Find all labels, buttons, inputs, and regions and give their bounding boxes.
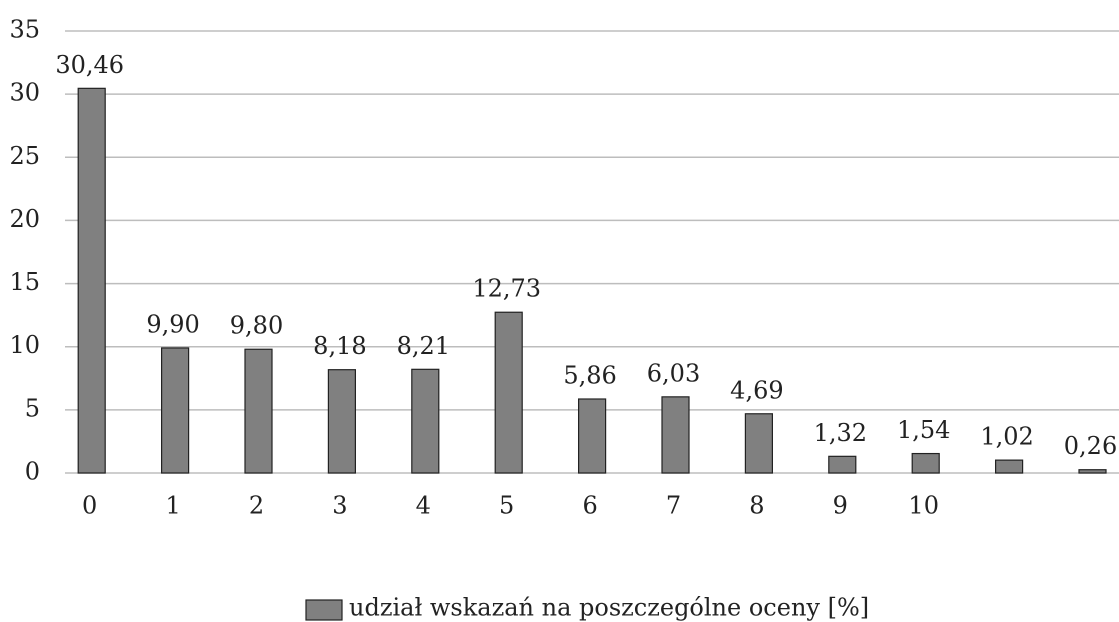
bar bbox=[828, 455, 857, 474]
data-label: 1,54 bbox=[897, 416, 950, 444]
data-label: 30,46 bbox=[55, 51, 124, 79]
data-label: 4,69 bbox=[730, 376, 783, 404]
x-tick-label: 9 bbox=[833, 492, 848, 520]
data-label: 12,73 bbox=[472, 275, 541, 303]
bar bbox=[77, 87, 106, 474]
data-label: 9,80 bbox=[230, 312, 283, 340]
x-tick-label: 0 bbox=[82, 492, 97, 520]
bar bbox=[744, 413, 774, 474]
data-label: 8,21 bbox=[397, 332, 450, 360]
y-tick-label: 30 bbox=[9, 79, 40, 107]
y-tick-label: 25 bbox=[9, 142, 40, 170]
data-label: 8,18 bbox=[313, 332, 366, 360]
x-tick-label: 5 bbox=[499, 492, 514, 520]
y-tick-label: 10 bbox=[9, 331, 40, 359]
bar bbox=[161, 347, 190, 474]
data-label: 0,26 bbox=[1064, 432, 1117, 460]
x-tick-label: 10 bbox=[908, 492, 939, 520]
x-tick-label: 7 bbox=[666, 492, 681, 520]
bar bbox=[1078, 469, 1107, 474]
bar bbox=[911, 452, 940, 474]
data-label: 9,90 bbox=[146, 310, 199, 338]
y-tick-label: 20 bbox=[9, 205, 40, 233]
data-label: 5,86 bbox=[563, 361, 616, 389]
bar bbox=[494, 311, 523, 474]
x-tick-label: 8 bbox=[749, 492, 764, 520]
bar bbox=[661, 396, 690, 474]
x-tick-label: 4 bbox=[416, 492, 431, 520]
bar bbox=[327, 369, 356, 474]
data-label: 1,02 bbox=[980, 423, 1033, 451]
y-tick-label: 0 bbox=[25, 458, 40, 486]
y-tick-label: 35 bbox=[9, 16, 40, 44]
data-label: 1,32 bbox=[814, 419, 867, 447]
bar bbox=[994, 459, 1024, 474]
x-tick-label: 6 bbox=[582, 492, 597, 520]
data-label: 6,03 bbox=[647, 359, 700, 387]
legend-label: udział wskazań na poszczególne oceny [%] bbox=[349, 594, 869, 622]
bar bbox=[244, 348, 273, 474]
y-tick-label: 15 bbox=[9, 268, 40, 296]
legend-swatch bbox=[305, 599, 343, 621]
bar bbox=[577, 398, 607, 474]
y-tick-label: 5 bbox=[25, 394, 40, 422]
x-tick-label: 3 bbox=[332, 492, 347, 520]
x-tick-label: 1 bbox=[165, 492, 180, 520]
x-tick-label: 2 bbox=[249, 492, 264, 520]
bar bbox=[411, 368, 440, 474]
